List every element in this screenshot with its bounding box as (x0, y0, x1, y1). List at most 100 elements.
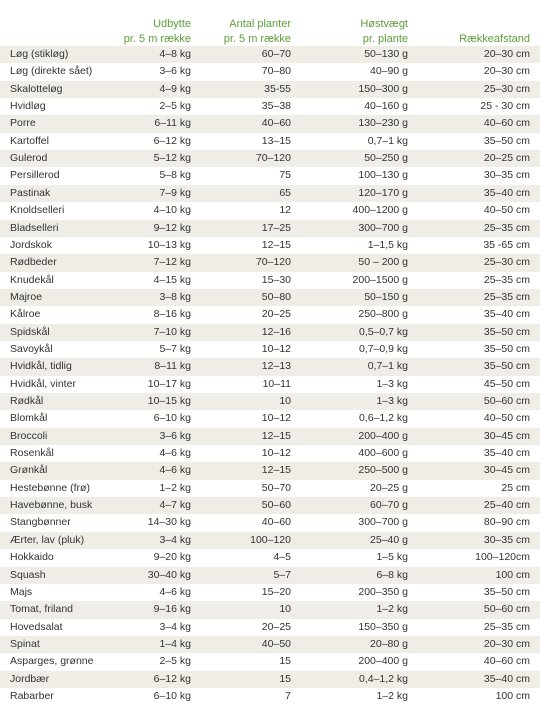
table-cell: 50–60 cm (483, 395, 530, 407)
table-cell: 20–25 (261, 308, 291, 321)
crop-name: Jordbær (10, 672, 50, 685)
table-cell: 60–70 (261, 48, 291, 60)
table-row: Rødkål 10–15 kg 10 1–3 kg 50–60 cm (0, 393, 540, 411)
crop-name: Persillerod (10, 169, 60, 182)
table-cell: 10 (279, 395, 291, 407)
table-cell: 70–120 (255, 152, 291, 165)
column-header: Antal planter pr. 5 m række (224, 17, 291, 47)
table-cell: 100–120cm (475, 551, 530, 564)
table-cell: 40–60 (261, 117, 291, 130)
table-row: Rabarber 6–10 kg 7 1–2 kg 100 cm (0, 688, 540, 705)
table-row: Hestebønne (frø) 1–2 kg 50–70 20–25 g 25 cm (0, 480, 540, 497)
crop-name: Spidskål (10, 325, 50, 338)
crop-name: Kartoffel (10, 134, 49, 147)
table-row: Gulerod 5–12 kg 70–120 50–250 g 20–25 cm (0, 150, 540, 168)
table-cell: 35–50 cm (483, 342, 530, 355)
table-cell: 12–13 (261, 360, 291, 373)
table-cell: 25–40 g (370, 533, 408, 546)
crop-name: Tomat, friland (10, 603, 74, 616)
crop-name: Knoldselleri (10, 204, 65, 217)
table-cell: 10–12 (261, 342, 291, 355)
table-cell: 200–400 g (358, 429, 408, 442)
table-cell: 1–3 kg (376, 395, 408, 407)
crop-name: Hvidløg (10, 100, 46, 113)
table-cell: 4–9 kg (159, 82, 191, 95)
crop-name: Løg (stikløg) (10, 48, 69, 60)
table-cell: 30–45 cm (483, 429, 530, 442)
table-cell: 250–500 g (358, 464, 408, 477)
table-cell: 0,7–1 kg (367, 134, 408, 147)
table-row: Grønkål 4–6 kg 12–15 250–500 g 30–45 cm (0, 462, 540, 480)
table-row: Rødbeder 7–12 kg 70–120 50 – 200 g 25–30 cm (0, 254, 540, 272)
table-cell: 35–50 cm (483, 360, 530, 373)
table-cell: 20–25 g (370, 481, 408, 494)
crop-name: Broccoli (10, 429, 48, 442)
table-cell: 3–6 kg (159, 65, 191, 78)
table-cell: 13–15 (261, 134, 291, 147)
table-row: Spidskål 7–10 kg 12–16 0,5–0,7 kg 35–50 cm (0, 323, 540, 341)
table-cell: 25–30 cm (483, 82, 530, 95)
table-cell: 30–45 cm (483, 464, 530, 477)
column-header: Udbytte pr. 5 m række (124, 17, 191, 47)
table-cell: 120–170 g (358, 186, 408, 199)
table-cell: 200–1500 g (352, 273, 408, 286)
table-cell: 35-55 (264, 82, 291, 95)
table-row: Hvidkål, tidlig 8–11 kg 12–13 0,7–1 kg 35–50… (0, 358, 540, 376)
crop-name: Majs (10, 585, 33, 598)
table-cell: 1–2 kg (376, 603, 408, 616)
table-cell: 100 cm (495, 568, 530, 581)
table-cell: 25–35 cm (483, 273, 530, 286)
table-row: Hovedsalat 3–4 kg 20–25 150–350 g 25–35 cm (0, 619, 540, 636)
crop-name: Stangbønner (10, 516, 71, 529)
table-row: Stangbønner 14–30 kg 40–60 300–700 g 80–90 c… (0, 514, 540, 531)
table-cell: 45–50 cm (483, 377, 530, 390)
table-cell: 35–40 cm (483, 308, 530, 321)
table-row: Persillerod 5–8 kg 75 100–130 g 30–35 cm (0, 167, 540, 184)
table-cell: 40–90 g (370, 65, 408, 78)
table-cell: 0,5–0,7 kg (358, 325, 408, 338)
table-cell: 0,7–0,9 kg (358, 342, 408, 355)
crop-name: Hokkaido (10, 551, 54, 564)
table-cell: 0,6–1,2 kg (358, 412, 408, 425)
table-cell: 20–30 cm (483, 637, 530, 650)
table-cell: 8–16 kg (153, 308, 191, 321)
table-cell: 40–50 cm (483, 412, 530, 425)
table-cell: 25–35 cm (483, 620, 530, 633)
crop-name: Rosenkål (10, 447, 54, 460)
table-cell: 70–80 (261, 65, 291, 78)
table-cell: 5–7 (273, 568, 291, 581)
table-cell: 400–1200 g (352, 204, 408, 217)
crop-name: Pastinak (10, 186, 51, 199)
table-cell: 14–30 kg (147, 516, 191, 529)
crop-name: Majroe (10, 290, 43, 303)
table-cell: 6–10 kg (153, 412, 191, 425)
table-row: Knoldselleri 4–10 kg 12 400–1200 g 40–50 cm (0, 202, 540, 219)
table-cell: 12 (279, 204, 291, 217)
crop-name: Knudekål (10, 273, 54, 286)
table-cell: 10–12 (261, 447, 291, 460)
crop-name: Hovedsalat (10, 620, 63, 633)
table-cell: 150–300 g (358, 82, 408, 95)
header-line: pr. 5 m række (223, 33, 291, 45)
table-cell: 40–60 (261, 516, 291, 529)
table-cell: 10–12 (261, 412, 291, 425)
column-header: Rækkeafstand (459, 32, 530, 47)
table-cell: 2–5 kg (159, 655, 191, 668)
table-cell: 12–15 (261, 464, 291, 477)
crop-name: Rødkål (10, 395, 44, 407)
table-cell: 4–6 kg (159, 585, 191, 598)
table-row: Majroe 3–8 kg 50–80 50–150 g 25–35 cm (0, 288, 540, 307)
header-line: Udbytte (153, 18, 191, 30)
crop-name: Kålroe (10, 308, 41, 321)
table-cell: 25–35 cm (483, 290, 530, 303)
crop-name: Løg (direkte sået) (10, 65, 93, 78)
table-cell: 4–15 kg (153, 273, 191, 286)
table-cell: 2–5 kg (159, 100, 191, 113)
table-cell: 40–60 cm (483, 117, 530, 130)
table-row: Havebønne, busk 4–7 kg 50–60 60–70 g 25–40 c… (0, 497, 540, 515)
table-cell: 1–4 kg (159, 637, 191, 650)
table-cell: 30–35 cm (483, 533, 530, 546)
table-cell: 4–10 kg (153, 204, 191, 217)
table-cell: 20–80 g (370, 637, 408, 650)
crop-name: Hvidkål, vinter (10, 377, 76, 390)
